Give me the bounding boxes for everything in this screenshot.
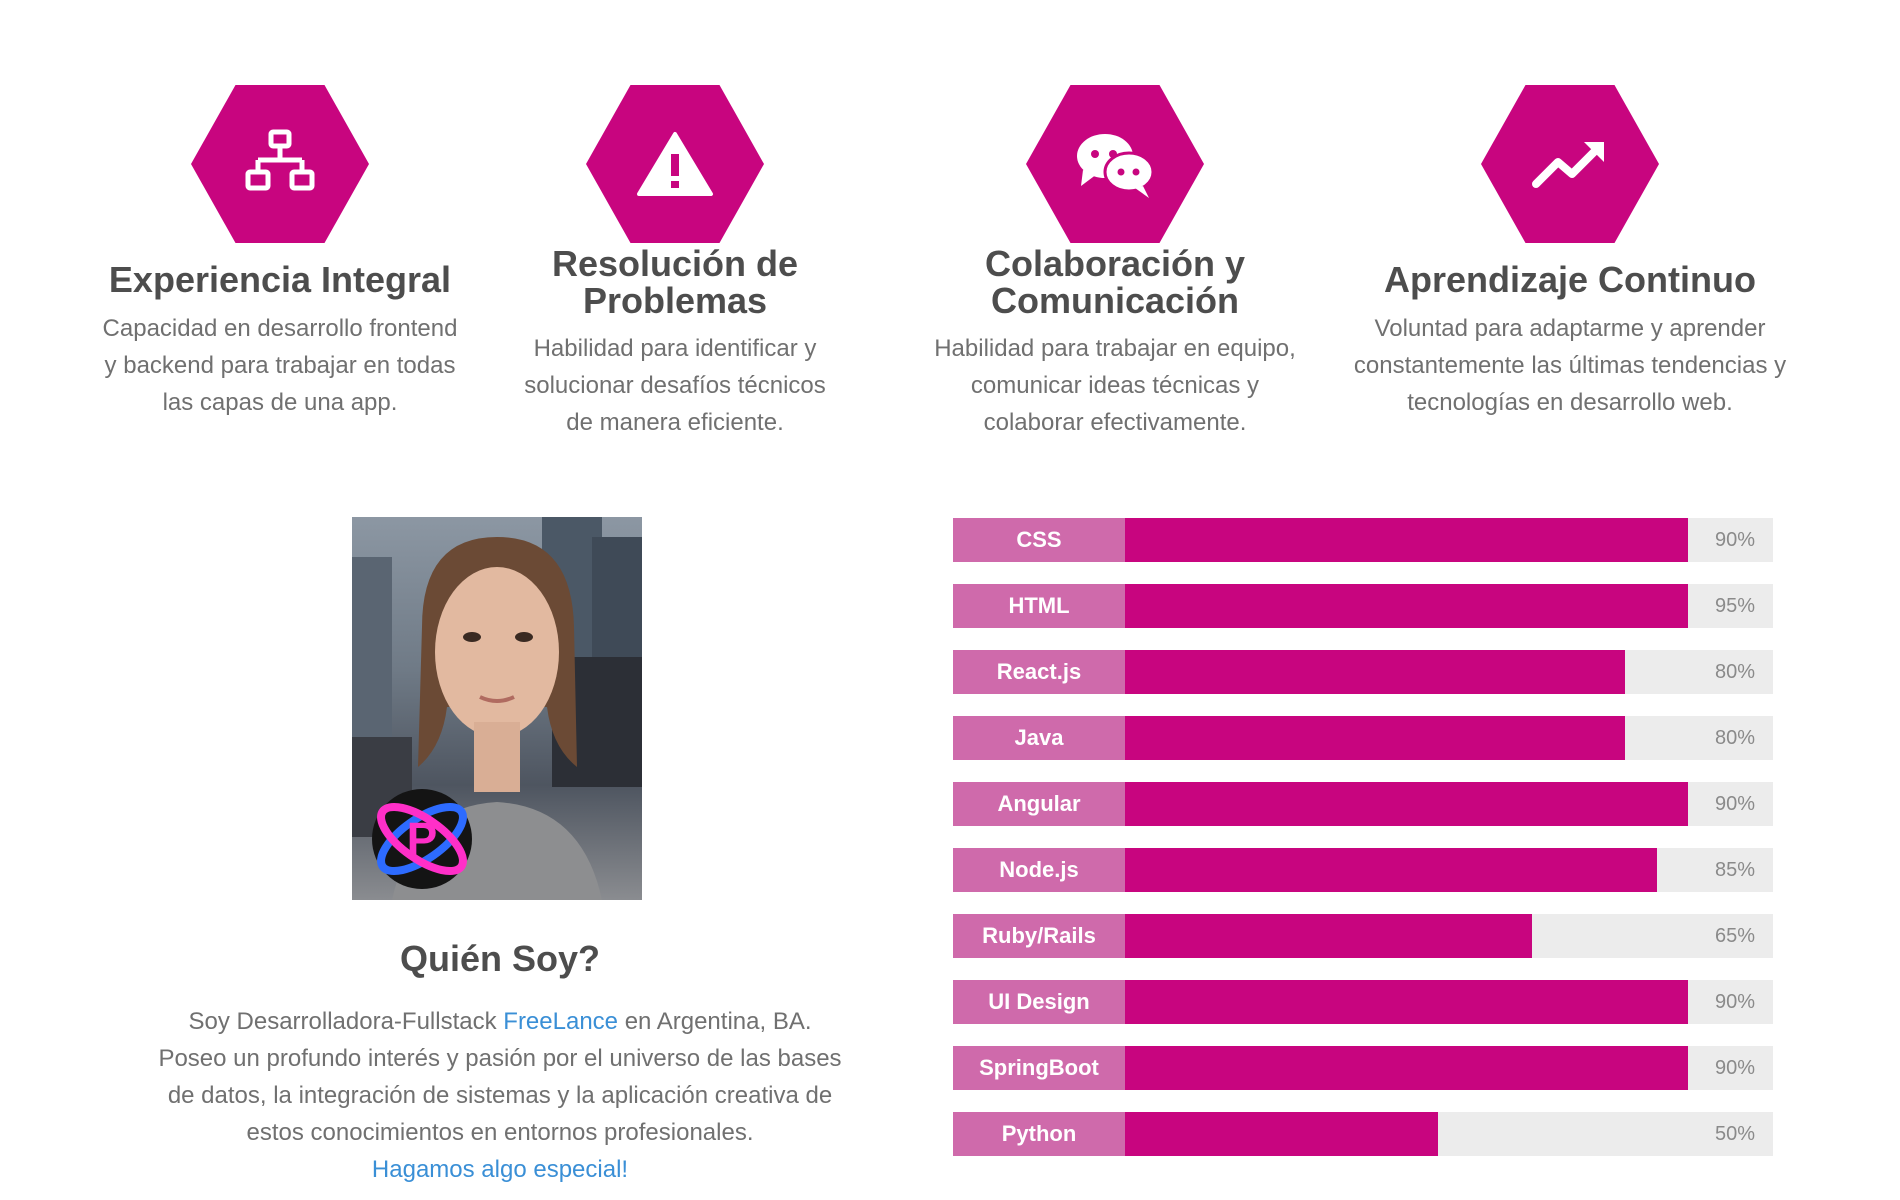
skill-label: CSS <box>953 518 1125 562</box>
skill-bar <box>1125 1112 1438 1156</box>
profile-photo: P <box>352 517 642 900</box>
feature-description-line: colaborar efectivamente. <box>983 409 1247 436</box>
about-title: Quién Soy? <box>399 938 601 979</box>
skill-row: Python 50% <box>953 1112 1773 1156</box>
feature-description: Habilidad para identificar y solucionar … <box>475 330 875 441</box>
feature-description-line: tecnologías en desarrollo web. <box>1407 389 1733 416</box>
skill-label: SpringBoot <box>953 1046 1125 1090</box>
skill-percent: 85% <box>1714 859 1755 881</box>
feature-title: Colaboración y Comunicación <box>905 245 1325 319</box>
svg-text:P: P <box>407 813 438 865</box>
feature-hex <box>586 85 764 243</box>
freelance-link[interactable]: FreeLance <box>503 1008 619 1035</box>
feature-title: Experiencia Integral <box>108 259 452 300</box>
about-line: Soy Desarrolladora-Fullstack FreeLance e… <box>130 1003 870 1040</box>
skill-row: Node.js 85% <box>953 848 1773 892</box>
skill-percent: 90% <box>1714 529 1755 551</box>
feature-description: Voluntad para adaptarme y aprender const… <box>1330 310 1810 421</box>
feature-description: Capacidad en desarrollo frontend y backe… <box>80 310 480 421</box>
feature-description: Habilidad para trabajar en equipo, comun… <box>905 330 1325 441</box>
feature-description-line: comunicar ideas técnicas y <box>970 372 1260 399</box>
feature-hex <box>1481 85 1659 243</box>
feature-title-text: Colaboración y Comunicación <box>984 243 1246 321</box>
about-line-text: Soy Desarrolladora-Fullstack <box>188 1008 504 1035</box>
contact-cta-link[interactable]: Hagamos algo especial! <box>371 1156 629 1183</box>
skill-percent: 80% <box>1714 727 1755 749</box>
feature-description-line: Habilidad para trabajar en equipo, <box>934 335 1296 362</box>
skill-bar <box>1125 980 1688 1024</box>
skill-percent: 90% <box>1714 991 1755 1013</box>
skill-bar <box>1125 1046 1688 1090</box>
skill-row: Angular 90% <box>953 782 1773 826</box>
feature-hex <box>1026 85 1204 243</box>
feature-title: Aprendizaje Continuo <box>1384 259 1756 300</box>
skill-row: HTML 95% <box>953 584 1773 628</box>
skill-row: Ruby/Rails 65% <box>953 914 1773 958</box>
trending-up-icon <box>1532 142 1604 188</box>
chat-icon <box>1077 134 1155 198</box>
skill-percent: 65% <box>1714 925 1755 947</box>
feature-description-line: Capacidad en desarrollo frontend <box>102 315 458 342</box>
feature-description-line: Voluntad para adaptarme y aprender <box>1374 315 1766 342</box>
skill-row: React.js 80% <box>953 650 1773 694</box>
feature-description-line: de manera eficiente. <box>566 409 784 436</box>
skill-label: HTML <box>953 584 1125 628</box>
about-line: de datos, la integración de sistemas y l… <box>167 1082 833 1109</box>
skill-label: Angular <box>953 782 1125 826</box>
skill-row: UI Design 90% <box>953 980 1773 1024</box>
feature-description-line: Habilidad para identificar y <box>533 335 817 362</box>
about-line: estos conocimientos en entornos profesio… <box>246 1119 754 1146</box>
skill-percent: 90% <box>1714 1057 1755 1079</box>
skill-bar <box>1125 782 1688 826</box>
skill-percent: 80% <box>1714 661 1755 683</box>
feature-description-line: y backend para trabajar en todas <box>104 352 456 379</box>
feature-description-line: las capas de una app. <box>162 389 398 416</box>
feature-hex <box>191 85 369 243</box>
skill-label: Java <box>953 716 1125 760</box>
skill-bar <box>1125 914 1532 958</box>
about-text: Soy Desarrolladora-Fullstack FreeLance e… <box>130 1003 870 1188</box>
skill-row: Java 80% <box>953 716 1773 760</box>
feature-title: Resolución de Problemas <box>475 245 875 319</box>
skill-bar <box>1125 848 1657 892</box>
skill-row: SpringBoot 90% <box>953 1046 1773 1090</box>
feature-description-line: constantemente las últimas tendencias y <box>1353 352 1787 379</box>
skill-bar <box>1125 716 1625 760</box>
skill-label: Ruby/Rails <box>953 914 1125 958</box>
about-line-text: en Argentina, BA. <box>618 1008 812 1035</box>
warning-icon <box>637 132 713 196</box>
about-line: Poseo un profundo interés y pasión por e… <box>158 1045 842 1072</box>
skill-label: Node.js <box>953 848 1125 892</box>
skill-label: React.js <box>953 650 1125 694</box>
skill-percent: 90% <box>1714 793 1755 815</box>
skill-label: UI Design <box>953 980 1125 1024</box>
skill-bar <box>1125 518 1688 562</box>
skill-percent: 50% <box>1714 1123 1755 1145</box>
feature-description-line: solucionar desafíos técnicos <box>524 372 826 399</box>
skill-label: Python <box>953 1112 1125 1156</box>
skill-percent: 95% <box>1714 595 1755 617</box>
features-section: Experiencia Integral Capacidad en desarr… <box>0 0 1900 460</box>
skill-bar <box>1125 650 1625 694</box>
skill-row: CSS 90% <box>953 518 1773 562</box>
brand-logo: P <box>372 789 472 889</box>
sitemap-icon <box>245 129 315 191</box>
feature-title-text: Resolución de Problemas <box>551 243 799 321</box>
skill-bar <box>1125 584 1688 628</box>
